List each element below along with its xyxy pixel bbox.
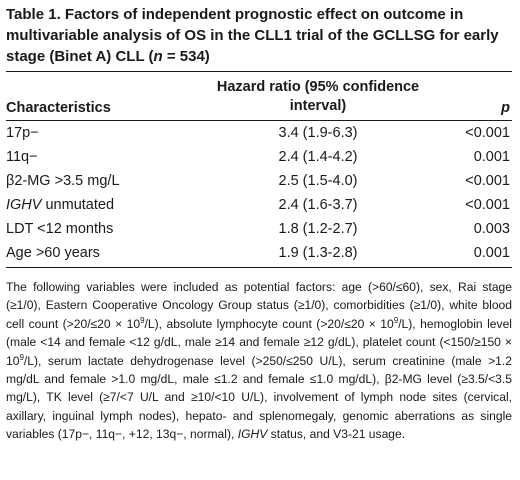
cell-p-value: <0.001 xyxy=(465,197,510,213)
table-row: 11q− 2.4 (1.4-4.2) 0.001 xyxy=(6,145,512,169)
header-characteristics: Characteristics xyxy=(6,100,111,116)
cell-gene-name: IGHV xyxy=(6,197,42,213)
cell-p-value: <0.001 xyxy=(465,125,510,141)
cell-hazard-ratio: 1.9 (1.3-2.8) xyxy=(206,241,430,268)
cell-characteristic: LDT <12 months xyxy=(6,221,114,237)
cell-hazard-ratio: 2.4 (1.4-4.2) xyxy=(278,149,358,165)
footnote-superscript: 9 xyxy=(140,315,145,325)
table-footnote: The following variables were included as… xyxy=(6,278,512,444)
footnote-text: The following variables were included as… xyxy=(6,280,512,331)
footnote-gene-name: IGHV xyxy=(237,427,268,442)
table-header-row: Characteristics Hazard ratio (95% confid… xyxy=(6,71,512,121)
header-p: p xyxy=(501,100,510,116)
cell-characteristic: 11q− xyxy=(6,149,38,165)
table-title-n: n xyxy=(153,48,163,65)
header-hazard-ratio: Hazard ratio (95% confidence interval) xyxy=(216,79,420,114)
cell-gene-status: unmutated xyxy=(41,197,115,213)
table-row: IGHV unmutated 2.4 (1.6-3.7) <0.001 xyxy=(6,193,512,217)
cell-characteristic: 17p− xyxy=(6,125,39,141)
table-title-text: Table 1. Factors of independent prognost… xyxy=(6,6,499,65)
cell-hazard-ratio: 3.4 (1.9-6.3) xyxy=(278,125,358,141)
footnote-text: /L), serum lactate dehydrogenase level (… xyxy=(6,353,512,442)
table-title: Table 1. Factors of independent prognost… xyxy=(6,4,512,67)
footnote-superscript: 9 xyxy=(393,315,399,325)
footnote-text: status, and V3-21 usage. xyxy=(267,427,406,442)
footnote-text: /L), absolute lymphocyte count (>20/≤20 … xyxy=(144,316,394,331)
table-row: LDT <12 months 1.8 (1.2-2.7) 0.003 xyxy=(6,217,512,241)
cell-p-value: 0.003 xyxy=(473,221,510,237)
table-row: β2-MG >3.5 mg/L 2.5 (1.5-4.0) <0.001 xyxy=(6,169,512,193)
table-title-count: = 534) xyxy=(162,48,210,65)
cell-hazard-ratio: 2.5 (1.5-4.0) xyxy=(278,173,358,189)
table-row: Age >60 years 1.9 (1.3-2.8) 0.001 xyxy=(6,241,512,268)
cell-characteristic: Age >60 years xyxy=(6,241,206,268)
results-table: Characteristics Hazard ratio (95% confid… xyxy=(6,71,512,268)
cell-p-value: <0.001 xyxy=(465,173,510,189)
cell-characteristic: IGHV unmutated xyxy=(6,193,206,217)
table-row: 17p− 3.4 (1.9-6.3) <0.001 xyxy=(6,121,512,146)
footnote-superscript: 9 xyxy=(19,352,24,362)
footnote-text: /L), hemoglobin level (male <14 and fema… xyxy=(6,316,512,368)
cell-hazard-ratio: 2.4 (1.6-3.7) xyxy=(278,197,358,213)
cell-p-value: 0.001 xyxy=(473,149,510,165)
cell-characteristic: β2-MG >3.5 mg/L xyxy=(6,173,120,189)
cell-hazard-ratio: 1.8 (1.2-2.7) xyxy=(278,221,358,237)
cell-p-value: 0.001 xyxy=(430,241,512,268)
